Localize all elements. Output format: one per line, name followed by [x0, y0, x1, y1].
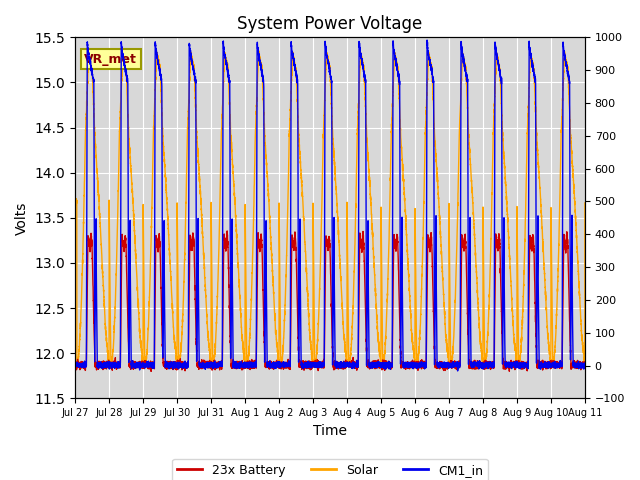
Y-axis label: Volts: Volts	[15, 201, 29, 235]
Title: System Power Voltage: System Power Voltage	[237, 15, 422, 33]
Legend: 23x Battery, Solar, CM1_in: 23x Battery, Solar, CM1_in	[172, 459, 488, 480]
X-axis label: Time: Time	[313, 424, 347, 438]
Text: VR_met: VR_met	[84, 53, 137, 66]
